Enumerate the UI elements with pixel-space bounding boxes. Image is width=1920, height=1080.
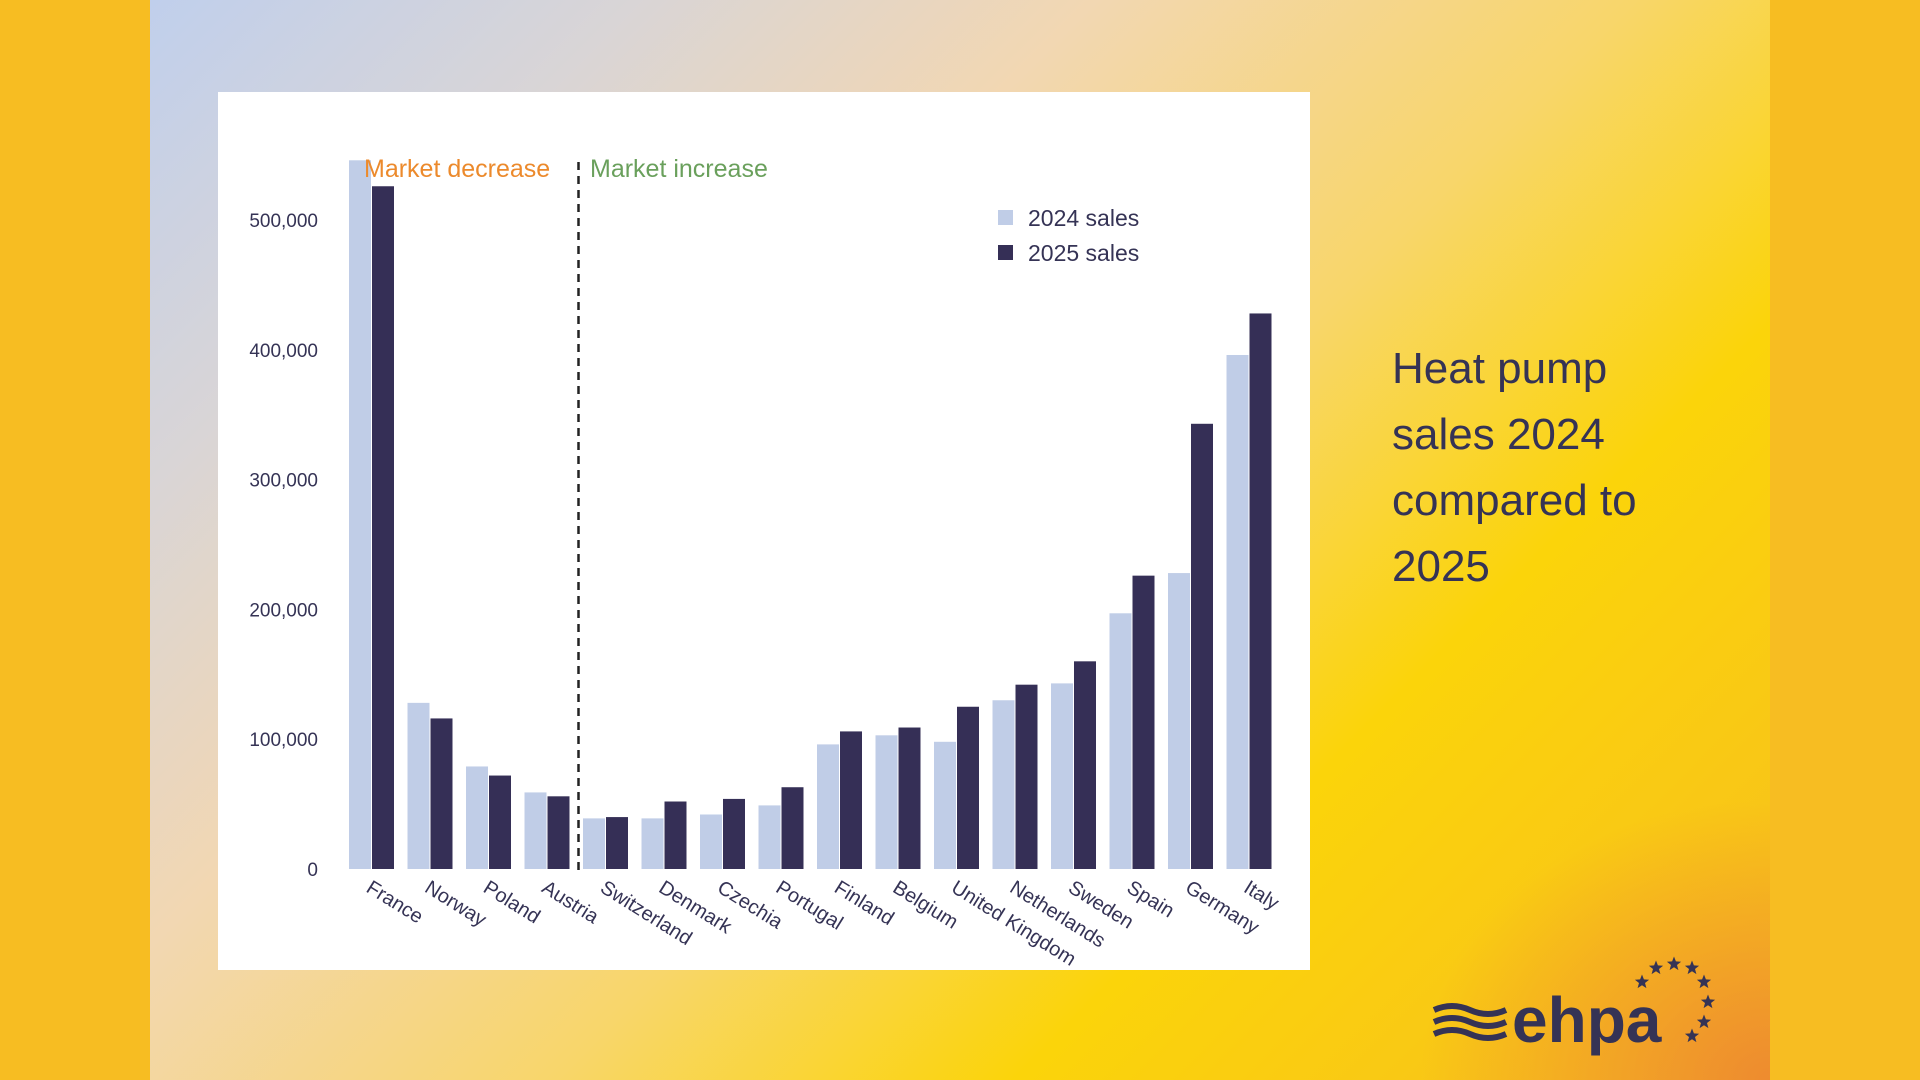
bar-czechia-2025: [723, 798, 745, 869]
bar-netherlands-2025: [1015, 684, 1038, 869]
bar-spain-2025: [1132, 575, 1155, 869]
bar-poland-2025: [489, 775, 511, 869]
bar-chart: 0 100,000 200,000 300,000 400,000 500,000 Fra…: [249, 155, 1282, 970]
x-tick-label: Poland: [479, 877, 543, 929]
bar-finland-2024: [817, 744, 839, 869]
x-tick-label: Belgium: [889, 877, 962, 934]
x-tick-label: France: [362, 877, 426, 929]
slide-title: Heat pump sales 2024 compared to 2025: [1392, 344, 1637, 591]
bar-united-kingdom-2024: [934, 741, 956, 869]
ehpa-logo: ehpa: [1432, 956, 1716, 1056]
bar-france-2024: [349, 160, 371, 869]
y-tick-label: 0: [307, 860, 318, 881]
bar-belgium-2024: [875, 735, 898, 869]
star-icon: [1700, 994, 1716, 1009]
bar-portugal-2025: [781, 787, 804, 869]
bar-austria-2025: [547, 796, 570, 869]
x-axis: FranceNorwayPolandAustriaSwitzerlandDenm…: [362, 877, 1282, 970]
logo-text: ehpa: [1512, 984, 1662, 1056]
bar-germany-2025: [1191, 423, 1213, 869]
bar-spain-2024: [1109, 613, 1132, 869]
x-tick-label: Austria: [538, 877, 603, 929]
star-icon: [1696, 1014, 1712, 1029]
chart-card: 0 100,000 200,000 300,000 400,000 500,000 Fra…: [218, 92, 1310, 970]
star-icon: [1696, 974, 1712, 989]
bars: [349, 160, 1272, 869]
y-tick-label: 500,000: [249, 211, 318, 232]
bar-netherlands-2024: [992, 700, 1015, 869]
y-tick-label: 200,000: [249, 600, 318, 621]
bar-germany-2024: [1168, 573, 1190, 869]
legend: 2024 sales 2025 sales: [998, 205, 1139, 266]
bar-denmark-2024: [641, 818, 664, 869]
bar-norway-2025: [430, 718, 453, 869]
stars-icon: [1634, 956, 1716, 1043]
legend-swatch-2024: [998, 210, 1013, 225]
bar-finland-2025: [840, 731, 862, 869]
bar-poland-2024: [466, 766, 488, 869]
bar-italy-2024: [1226, 354, 1249, 869]
bar-italy-2025: [1249, 313, 1272, 869]
bar-switzerland-2025: [606, 817, 628, 869]
y-tick-label: 400,000: [249, 341, 318, 362]
y-axis: 0 100,000 200,000 300,000 400,000 500,000: [249, 211, 318, 881]
y-tick-label: 300,000: [249, 471, 318, 492]
star-icon: [1684, 960, 1700, 975]
bar-sweden-2024: [1051, 683, 1073, 869]
bar-austria-2024: [524, 792, 547, 869]
bar-portugal-2024: [758, 805, 781, 869]
annotation-market-decrease: Market decrease: [364, 155, 550, 183]
y-tick-label: 100,000: [249, 730, 318, 751]
star-icon: [1648, 960, 1664, 975]
legend-label-2025: 2025 sales: [1028, 240, 1139, 266]
bar-belgium-2025: [898, 727, 921, 869]
star-icon: [1684, 1028, 1700, 1043]
legend-label-2024: 2024 sales: [1028, 205, 1139, 231]
bar-united-kingdom-2025: [957, 706, 979, 869]
bar-france-2025: [372, 186, 394, 869]
waves-icon: [1432, 1003, 1508, 1041]
bar-switzerland-2024: [583, 818, 605, 869]
star-icon: [1634, 974, 1650, 989]
bar-norway-2024: [407, 702, 430, 869]
annotation-market-increase: Market increase: [590, 155, 768, 183]
x-tick-label: Norway: [421, 877, 490, 932]
bar-sweden-2025: [1074, 661, 1096, 869]
star-icon: [1666, 956, 1682, 971]
bar-denmark-2025: [664, 801, 687, 869]
bar-czechia-2024: [700, 814, 722, 869]
legend-swatch-2025: [998, 245, 1013, 260]
